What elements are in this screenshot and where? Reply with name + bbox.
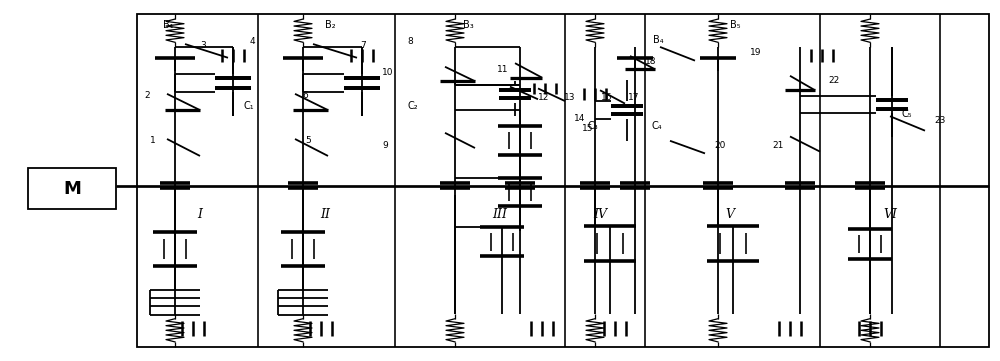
Text: M: M	[63, 180, 81, 197]
Text: C₄: C₄	[652, 121, 663, 131]
Text: 9: 9	[382, 141, 388, 149]
Text: 16: 16	[601, 93, 613, 102]
Text: 14: 14	[574, 114, 586, 123]
Text: 5: 5	[305, 136, 311, 145]
Text: C₅: C₅	[902, 109, 912, 119]
Text: 3: 3	[200, 41, 206, 49]
Bar	[137, 14, 989, 347]
Text: 23: 23	[934, 117, 946, 125]
Text: 18: 18	[645, 57, 657, 66]
Text: II: II	[320, 208, 330, 221]
Text: IV: IV	[593, 208, 607, 221]
Text: 4: 4	[249, 37, 255, 46]
Text: 12: 12	[538, 93, 550, 102]
Text: C₃: C₃	[588, 121, 599, 131]
Text: B₄: B₄	[653, 35, 663, 45]
Text: C₁: C₁	[244, 101, 255, 112]
Text: 13: 13	[564, 93, 576, 102]
Text: 1: 1	[150, 136, 156, 145]
Text: 2: 2	[144, 91, 150, 100]
Text: V: V	[726, 208, 734, 221]
Bar	[28, 168, 116, 209]
Text: I: I	[198, 208, 202, 221]
Text: B₃: B₃	[463, 20, 473, 30]
Text: 15: 15	[582, 124, 594, 132]
Text: 8: 8	[407, 37, 413, 46]
Text: C₂: C₂	[408, 101, 419, 112]
Text: VI: VI	[883, 208, 897, 221]
Text: 19: 19	[750, 48, 762, 57]
Text: B₂: B₂	[325, 20, 335, 30]
Text: 10: 10	[382, 68, 394, 77]
Text: III: III	[492, 208, 508, 221]
Text: 20: 20	[714, 141, 726, 149]
Text: 22: 22	[828, 76, 840, 84]
Text: 6: 6	[302, 91, 308, 100]
Text: 21: 21	[772, 141, 784, 149]
Text: B₁: B₁	[163, 20, 173, 30]
Text: B₅: B₅	[730, 20, 740, 30]
Text: 17: 17	[628, 93, 640, 102]
Text: 7: 7	[360, 41, 366, 49]
Text: 11: 11	[497, 65, 509, 74]
